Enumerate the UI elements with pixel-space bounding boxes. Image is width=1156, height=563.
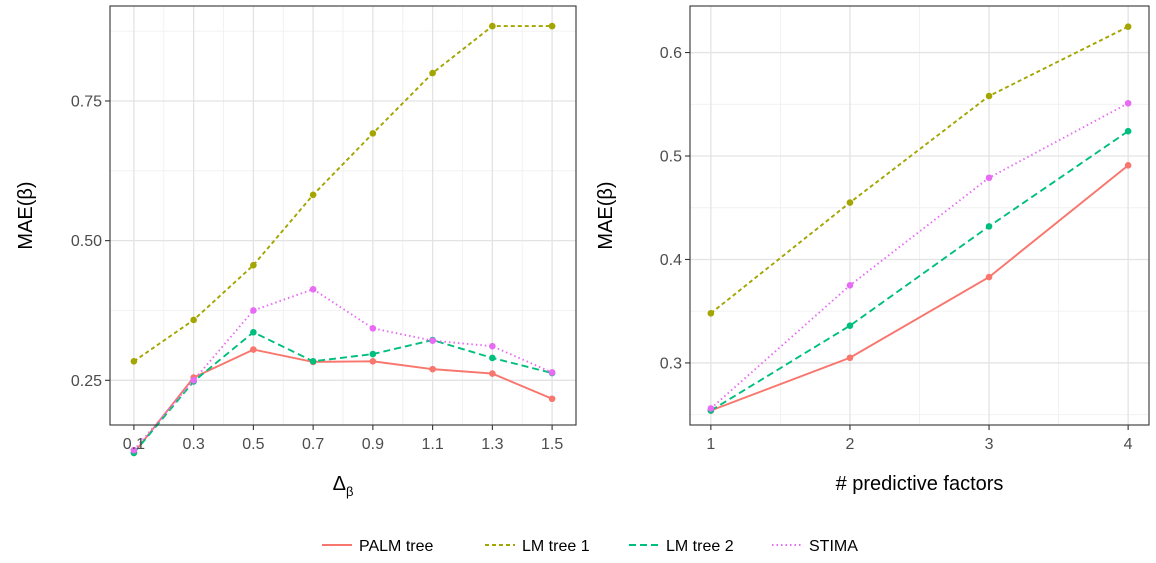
x-tick-label: 0.9 xyxy=(362,436,384,453)
data-point xyxy=(489,22,496,30)
x-tick-label: 0.3 xyxy=(183,436,205,453)
plot-border xyxy=(689,5,1150,426)
data-point xyxy=(130,446,138,454)
data-point xyxy=(489,342,496,350)
data-point xyxy=(369,350,377,358)
y-tick-label: 0.4 xyxy=(660,252,682,269)
x-tick-label: 1.3 xyxy=(481,436,503,453)
legend-item-lm-tree-2: LM tree 2 xyxy=(629,538,734,555)
data-point xyxy=(1124,127,1132,135)
data-point xyxy=(190,377,197,384)
y-tick-label: 0.25 xyxy=(71,373,102,390)
data-point xyxy=(548,395,556,403)
data-point xyxy=(489,354,496,362)
y-tick-label: 0.3 xyxy=(660,355,682,372)
data-point xyxy=(250,307,257,314)
legend-label: STIMA xyxy=(809,538,858,555)
data-point xyxy=(429,69,436,77)
data-point xyxy=(707,405,715,412)
x-tick-label: 0.5 xyxy=(242,436,264,453)
series-line xyxy=(710,130,1129,412)
legend-label: LM tree 2 xyxy=(666,538,734,555)
x-tick-label: 0.7 xyxy=(302,436,324,453)
series-line xyxy=(710,25,1129,315)
x-tick-label: 1.5 xyxy=(541,436,563,453)
series-stima xyxy=(707,99,1132,412)
legend-item-lm-tree-1: LM tree 1 xyxy=(485,538,590,555)
series-lm-tree-1 xyxy=(707,23,1132,317)
data-point xyxy=(846,322,854,329)
data-point xyxy=(250,346,257,353)
legend-item-stima: STIMA xyxy=(772,538,858,555)
series-line xyxy=(133,348,553,454)
x-tick-label: 3 xyxy=(985,436,994,453)
data-point xyxy=(846,282,854,289)
series-lm-tree-1 xyxy=(130,22,556,365)
x-axis-title: Δβ xyxy=(333,473,354,499)
data-point xyxy=(429,365,436,373)
right-chart-panel: 1 2 3 4 0.3 0.4 0.5 0.6 # predictive factors MAE(… xyxy=(595,5,1150,495)
legend: PALM tree LM tree 1 LM tree 2 STIMA xyxy=(322,538,858,555)
data-point xyxy=(309,358,317,365)
x-tick-label: 1.1 xyxy=(421,436,443,453)
grid xyxy=(690,6,1149,425)
data-point xyxy=(309,285,317,293)
x-tick-label: 4 xyxy=(1124,436,1133,453)
x-axis-title-subscript: β xyxy=(346,484,353,499)
grid xyxy=(110,6,576,425)
legend-item-palm-tree: PALM tree xyxy=(322,538,434,555)
y-tick-label: 0.5 xyxy=(660,149,682,166)
plot-border xyxy=(109,5,577,426)
data-point xyxy=(130,358,138,365)
series-stima xyxy=(130,285,556,454)
y-axis-title: MAE(β) xyxy=(595,181,617,249)
data-point xyxy=(548,22,556,30)
series-line xyxy=(710,164,1129,412)
y-tick-label: 0.75 xyxy=(71,93,102,110)
data-point xyxy=(190,316,197,324)
data-point xyxy=(309,191,317,199)
data-point xyxy=(985,273,993,281)
data-point xyxy=(985,174,993,182)
data-point xyxy=(1124,99,1132,107)
data-point xyxy=(707,309,715,317)
x-tick-label: 1 xyxy=(706,436,715,453)
data-point xyxy=(846,354,854,362)
data-point xyxy=(985,92,993,100)
data-point xyxy=(548,369,556,376)
data-point xyxy=(429,337,436,344)
x-tick-label: 2 xyxy=(846,436,855,453)
y-tick-label: 0.6 xyxy=(660,45,682,62)
legend-label: PALM tree xyxy=(359,538,434,555)
data-point xyxy=(369,358,377,365)
x-tick-label: 0.1 xyxy=(123,436,145,453)
data-point xyxy=(1124,23,1132,30)
series-line xyxy=(133,25,553,363)
y-tick-label: 0.50 xyxy=(71,233,102,250)
series-line xyxy=(133,331,553,454)
data-point xyxy=(250,261,257,269)
data-point xyxy=(1124,162,1132,169)
data-point xyxy=(985,223,993,230)
data-point xyxy=(489,370,496,377)
data-point xyxy=(250,328,257,336)
data-point xyxy=(369,130,377,137)
data-point xyxy=(846,199,854,206)
left-chart-panel: 0.1 0.3 0.5 0.7 0.9 1.1 1.3 1.5 0.25 0.50 0.75 Δβ MA… xyxy=(15,5,577,499)
legend-label: LM tree 1 xyxy=(522,538,590,555)
x-axis-title: # predictive factors xyxy=(836,473,1004,495)
y-axis-title: MAE(β) xyxy=(15,181,37,249)
data-point xyxy=(369,325,377,332)
